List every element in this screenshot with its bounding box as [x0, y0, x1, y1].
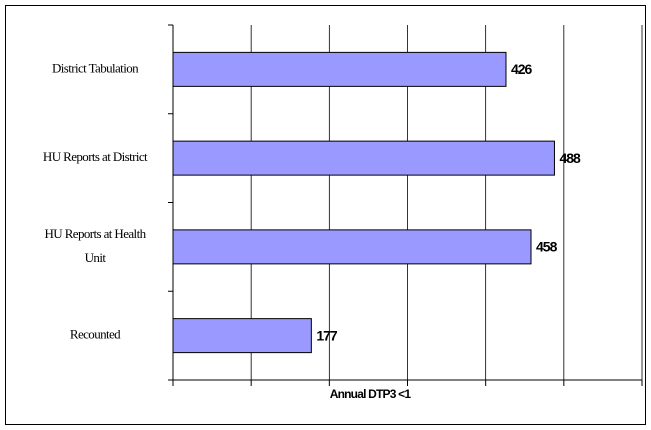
bar [172, 140, 555, 176]
bar [172, 51, 507, 87]
y-tick-label: HU Reports at District [43, 149, 148, 164]
value-label: 458 [536, 239, 558, 255]
y-tick-label: District Tabulation [52, 60, 139, 75]
y-tick-label: Recounted [70, 327, 121, 342]
x-axis-label: Annual DTP3 <1 [330, 387, 412, 401]
bar [172, 229, 532, 265]
y-tick-label: HU Reports at Health Unit [44, 226, 146, 265]
value-label: 177 [316, 327, 338, 343]
value-label: 488 [559, 150, 581, 166]
value-label: 426 [511, 61, 533, 77]
bar [172, 318, 312, 354]
